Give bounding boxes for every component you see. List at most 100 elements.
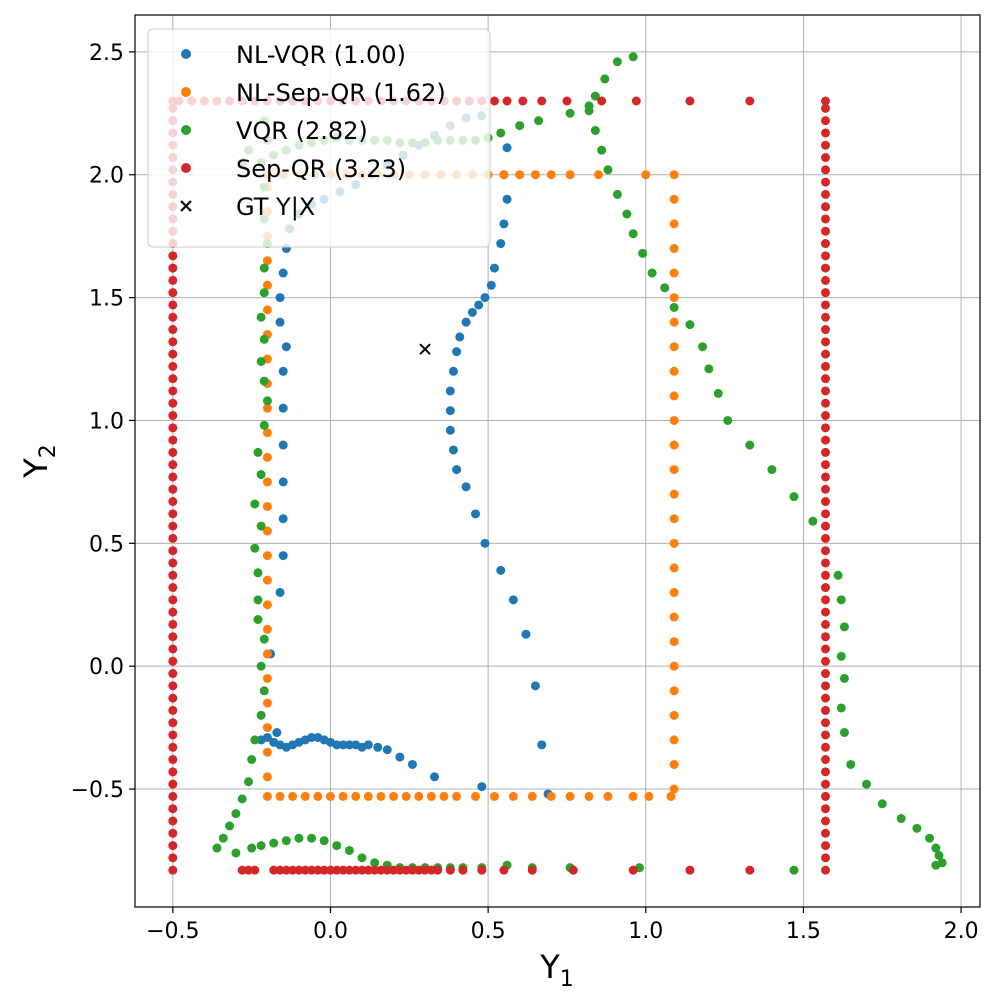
- data-point: [269, 838, 279, 848]
- data-point: [278, 440, 288, 450]
- data-point: [821, 533, 831, 543]
- data-point: [669, 440, 679, 450]
- data-point: [262, 305, 272, 315]
- data-point: [647, 268, 657, 278]
- data-point: [502, 194, 512, 204]
- y-tick-label: 1.0: [89, 409, 124, 434]
- data-point: [499, 865, 509, 875]
- data-point: [445, 386, 455, 396]
- data-point: [237, 794, 247, 804]
- data-point: [669, 415, 679, 425]
- data-point: [515, 121, 525, 131]
- data-point: [253, 595, 263, 605]
- data-point: [745, 440, 755, 450]
- data-point: [351, 791, 361, 801]
- data-point: [477, 782, 487, 792]
- data-point: [931, 860, 941, 870]
- data-point: [584, 791, 594, 801]
- data-point: [247, 843, 257, 853]
- data-point: [669, 219, 679, 229]
- data-point: [821, 398, 831, 408]
- data-point: [590, 125, 600, 135]
- data-point: [527, 865, 537, 875]
- data-point: [168, 804, 178, 814]
- data-point: [821, 263, 831, 273]
- data-point: [600, 74, 610, 84]
- data-point: [262, 772, 272, 782]
- data-point: [262, 723, 272, 733]
- data-point: [527, 791, 537, 801]
- data-point: [821, 128, 831, 138]
- data-point: [821, 312, 831, 322]
- data-point: [546, 170, 556, 180]
- data-point: [821, 779, 831, 789]
- data-point: [168, 275, 178, 285]
- data-point: [430, 772, 440, 782]
- data-point: [168, 374, 178, 384]
- data-point: [278, 551, 288, 561]
- data-point: [521, 629, 531, 639]
- data-point: [669, 268, 679, 278]
- data-point: [256, 356, 266, 366]
- data-point: [332, 865, 342, 875]
- data-point: [821, 165, 831, 175]
- data-point: [288, 865, 298, 875]
- series-0: [256, 111, 553, 799]
- data-point: [168, 669, 178, 679]
- data-point: [502, 143, 512, 153]
- data-point: [256, 470, 266, 480]
- data-point: [231, 848, 241, 858]
- data-point: [253, 447, 263, 457]
- data-point: [262, 624, 272, 634]
- data-point: [622, 209, 632, 219]
- data-point: [168, 779, 178, 789]
- data-point: [821, 742, 831, 752]
- data-point: [281, 836, 291, 846]
- data-point: [259, 634, 269, 644]
- data-point: [669, 391, 679, 401]
- data-point: [669, 317, 679, 327]
- data-point: [389, 865, 399, 875]
- data-point: [294, 865, 304, 875]
- data-point: [262, 396, 272, 406]
- data-point: [168, 595, 178, 605]
- data-point: [370, 858, 380, 868]
- data-point: [262, 403, 272, 413]
- data-point: [861, 779, 871, 789]
- data-point: [395, 752, 405, 762]
- data-point: [401, 865, 411, 875]
- data-point: [821, 595, 831, 605]
- y-tick-label: 1.5: [89, 287, 124, 312]
- data-point: [344, 845, 354, 855]
- data-point: [821, 791, 831, 801]
- legend-marker: [181, 125, 191, 135]
- data-point: [250, 735, 260, 745]
- data-point: [253, 568, 263, 578]
- data-point: [530, 170, 540, 180]
- data-point: [821, 546, 831, 556]
- legend-label: GT Y|X: [236, 193, 315, 221]
- data-point: [256, 521, 266, 531]
- data-point: [262, 280, 272, 290]
- data-point: [745, 96, 755, 106]
- data-point: [603, 791, 613, 801]
- legend-marker-x: [180, 200, 192, 212]
- data-point: [489, 791, 499, 801]
- data-point: [168, 497, 178, 507]
- data-point: [638, 248, 648, 258]
- data-point: [669, 342, 679, 352]
- data-point: [821, 583, 831, 593]
- data-point: [168, 411, 178, 421]
- data-point: [458, 865, 468, 875]
- data-point: [363, 865, 373, 875]
- data-point: [669, 563, 679, 573]
- data-point: [821, 755, 831, 765]
- data-point: [278, 403, 288, 413]
- data-point: [821, 509, 831, 519]
- data-point: [808, 516, 818, 526]
- data-point: [669, 538, 679, 548]
- legend-marker: [181, 49, 191, 59]
- data-point: [597, 96, 607, 106]
- data-point: [313, 791, 323, 801]
- data-point: [256, 841, 266, 851]
